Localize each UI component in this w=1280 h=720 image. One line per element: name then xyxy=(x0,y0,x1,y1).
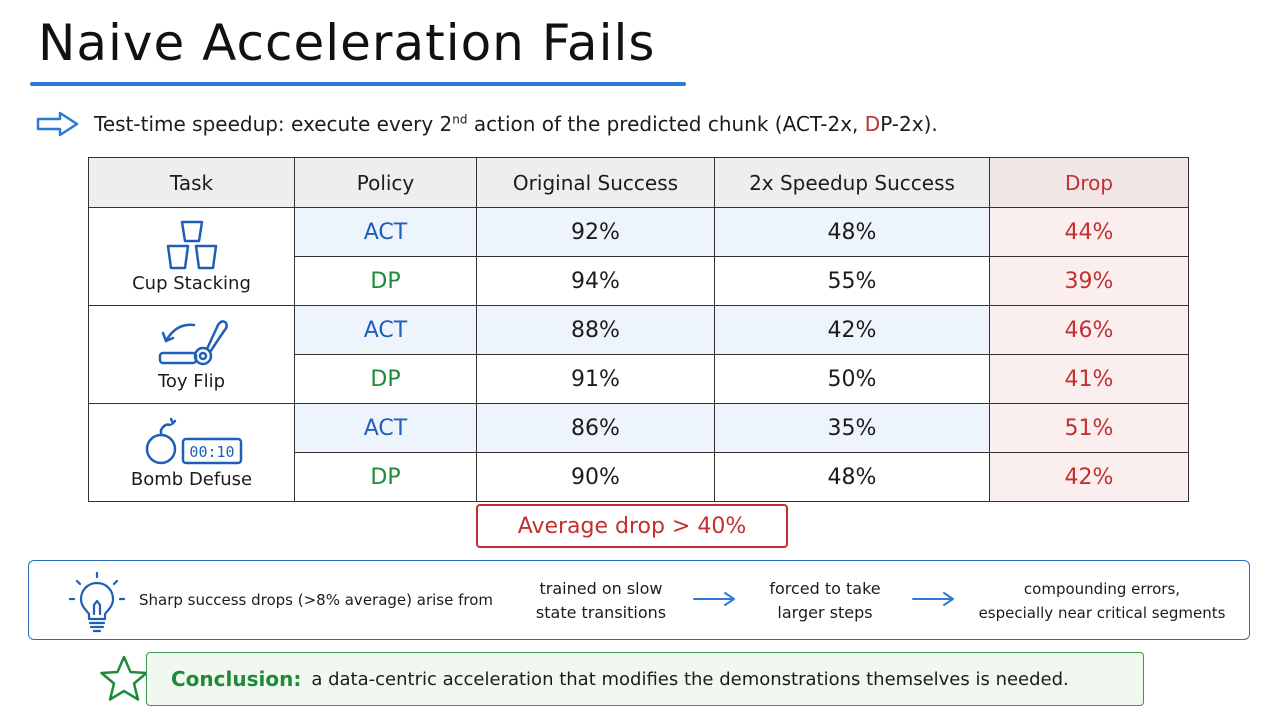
drop-cell: 44% xyxy=(989,207,1189,257)
drop-cell: 51% xyxy=(989,403,1189,453)
task-name: Toy Flip xyxy=(157,371,226,392)
cup-stack-icon xyxy=(166,220,217,270)
average-drop-badge: Average drop > 40% xyxy=(476,504,788,548)
drop-cell: 39% xyxy=(989,256,1189,306)
drop-cell: 46% xyxy=(989,305,1189,355)
task-name: Cup Stacking xyxy=(132,273,251,294)
original-success-cell: 88% xyxy=(476,305,715,355)
drop-cell: 42% xyxy=(989,452,1189,502)
table-row: DP 91% 50% 41% xyxy=(89,354,1189,404)
insight-step-1: trained on slow state transitions xyxy=(535,579,667,622)
speedup-success-cell: 48% xyxy=(714,452,990,502)
insight-lead-text: Sharp success drops (>8% average) arise … xyxy=(139,591,494,609)
policy-cell: ACT xyxy=(294,207,477,257)
task-bomb-defuse: 00:10 Bomb Defuse xyxy=(88,403,295,502)
header-speedup-success: 2x Speedup Success xyxy=(714,157,990,208)
original-success-cell: 92% xyxy=(476,207,715,257)
subtitle-row: Test-time speedup: execute every 2nd act… xyxy=(36,108,938,140)
conclusion-box: Conclusion: a data-centric acceleration … xyxy=(146,652,1144,706)
arrow-right-icon xyxy=(912,592,954,606)
header-task: Task xyxy=(88,157,295,208)
conclusion-label: Conclusion: xyxy=(171,667,302,691)
policy-cell: DP xyxy=(294,354,477,404)
original-success-cell: 90% xyxy=(476,452,715,502)
speedup-success-cell: 55% xyxy=(714,256,990,306)
header-policy: Policy xyxy=(294,157,477,208)
lightbulb-icon xyxy=(69,571,125,633)
speedup-success-cell: 35% xyxy=(714,403,990,453)
results-table: Task Policy Original Success 2x Speedup … xyxy=(88,157,1189,502)
insight-box: Sharp success drops (>8% average) arise … xyxy=(28,560,1250,640)
arrow-right-icon xyxy=(36,111,79,137)
timer-display: 00:10 xyxy=(189,443,234,461)
original-success-cell: 94% xyxy=(476,256,715,306)
star-icon xyxy=(100,655,148,701)
task-toy-flip: Toy Flip xyxy=(88,305,295,404)
speedup-success-cell: 50% xyxy=(714,354,990,404)
drop-cell: 41% xyxy=(989,354,1189,404)
task-name: Bomb Defuse xyxy=(130,469,253,490)
insight-step-3: compounding errors, especially near criti… xyxy=(978,580,1226,622)
arrow-right-icon xyxy=(693,592,735,606)
page-title: Naive Acceleration Fails xyxy=(38,14,656,72)
table-row: DP 94% 55% 39% xyxy=(89,256,1189,306)
table-row: 00:10 Bomb Defuse ACT 86% 35% 51% xyxy=(88,403,1189,502)
policy-cell: DP xyxy=(294,256,477,306)
conclusion-text: a data-centric acceleration that modifie… xyxy=(311,668,1069,690)
table-row: DP 90% 48% 42% xyxy=(89,452,1189,502)
bomb-timer-icon: 00:10 xyxy=(145,417,242,465)
insight-step-2: forced to take larger steps xyxy=(769,579,881,622)
speedup-success-cell: 42% xyxy=(714,305,990,355)
speedup-success-cell: 48% xyxy=(714,207,990,257)
policy-cell: DP xyxy=(294,452,477,502)
toy-flip-icon xyxy=(158,320,228,366)
header-drop: Drop xyxy=(989,157,1189,208)
table-row: Toy Flip ACT 88% 42% 46% xyxy=(88,305,1189,404)
subtitle: Test-time speedup: execute every 2nd act… xyxy=(94,112,938,136)
title-underline xyxy=(30,82,686,86)
header-original-success: Original Success xyxy=(476,157,715,208)
policy-cell: ACT xyxy=(294,305,477,355)
original-success-cell: 86% xyxy=(476,403,715,453)
table-row: Cup Stacking ACT 92% 48% 44% xyxy=(88,207,1189,306)
table-header-row: Task Policy Original Success 2x Speedup … xyxy=(88,157,1189,208)
original-success-cell: 91% xyxy=(476,354,715,404)
task-cup-stacking: Cup Stacking xyxy=(88,207,295,306)
policy-cell: ACT xyxy=(294,403,477,453)
